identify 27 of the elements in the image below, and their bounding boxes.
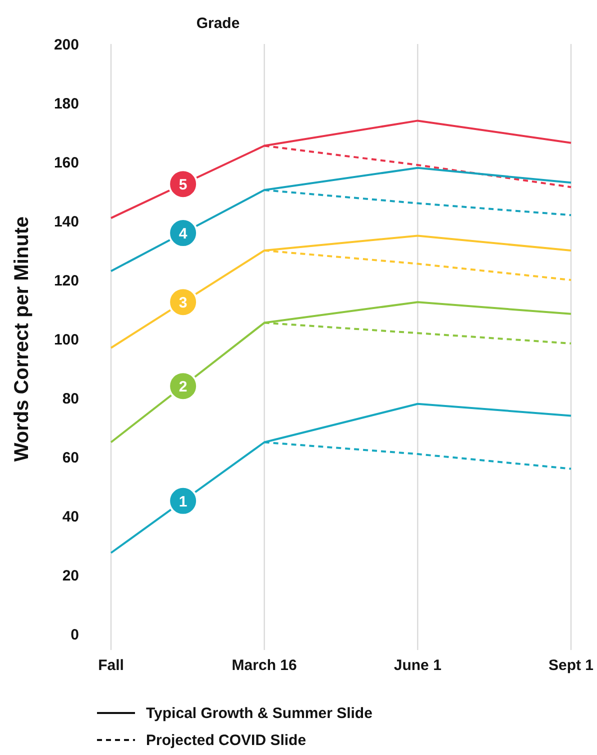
y-tick-label: 160: [54, 154, 79, 172]
y-tick-label: 180: [54, 95, 79, 112]
series-label: 1: [178, 493, 188, 510]
line-series: [110, 166, 572, 272]
y-tick-label: 100: [54, 331, 79, 348]
y-tick-label: 80: [62, 390, 79, 408]
y-tick-label: 60: [62, 449, 79, 466]
series-label: 4: [178, 225, 188, 242]
text: Projected COVID Slide: [146, 732, 306, 749]
series-label: 3: [178, 294, 188, 312]
x-tick-label: Sept 1: [548, 657, 594, 674]
line-series: [110, 402, 572, 554]
y-tick-label: 40: [62, 508, 79, 526]
y-tick-label: 200: [54, 36, 79, 54]
y-axis-title: Words Correct per Minute: [11, 216, 33, 462]
y-tick-label: 120: [54, 272, 79, 290]
x-tick-label: June 1: [394, 657, 442, 674]
x-tick-label: March 16: [232, 657, 297, 674]
y-tick-label: 140: [54, 213, 79, 230]
y-tick-label: 20: [62, 567, 79, 584]
series-label: 2: [178, 378, 188, 396]
text: Typical Growth & Summer Slide: [146, 705, 372, 722]
y-tick-label: 0: [70, 626, 79, 644]
legend-title: Grade: [196, 15, 240, 32]
x-tick-label: Fall: [98, 657, 124, 674]
series-label: 5: [178, 176, 188, 194]
line-series: [110, 120, 572, 220]
